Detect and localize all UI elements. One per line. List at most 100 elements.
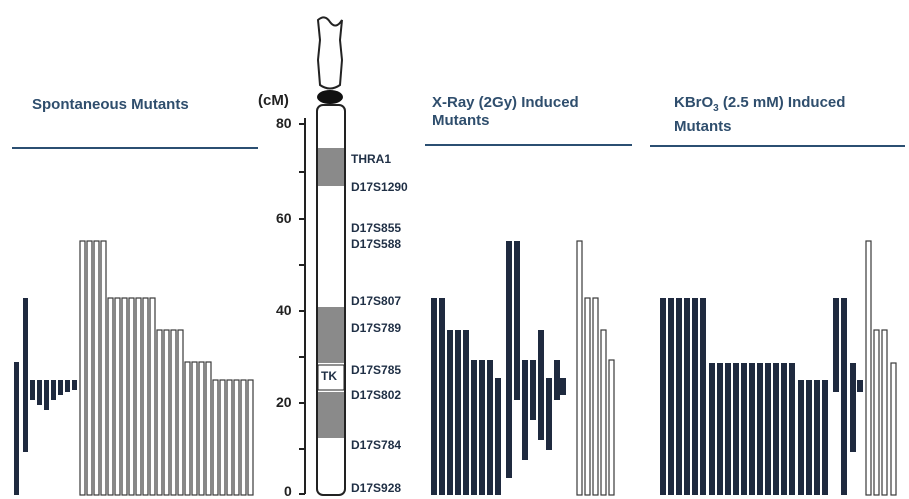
spontaneous-dark-bar — [72, 380, 77, 390]
spontaneous-dark-bar — [51, 380, 56, 400]
kbro3-dark-bar — [857, 380, 863, 392]
kbro3-dark-bar — [700, 298, 706, 495]
kbro3-dark-bar — [773, 363, 779, 495]
kbro3-title-line1: KBrO3 (2.5 mM) Induced — [674, 94, 845, 118]
xray-dark-bar — [506, 241, 512, 478]
xray-dark-bar — [560, 378, 566, 395]
spontaneous-outline-bar — [121, 297, 128, 496]
xray-outline-bar — [600, 329, 607, 496]
xray-outline-bar — [584, 297, 591, 496]
spontaneous-outline-bar — [247, 379, 254, 496]
spontaneous-outline-bar — [163, 329, 170, 496]
kbro3-dark-bar — [676, 298, 682, 495]
kbro3-dark-bar — [749, 363, 755, 495]
kbro3-dark-bar — [814, 380, 820, 495]
marker-d17s785: D17S785 — [351, 363, 402, 377]
marker-thra1: THRA1 — [351, 152, 392, 166]
kbro3-dark-bar — [660, 298, 666, 495]
kbro3-outline-bar — [890, 362, 897, 496]
spontaneous-outline-bar — [142, 297, 149, 496]
band-thra1 — [318, 148, 344, 186]
xray-outline-bar — [608, 359, 615, 496]
kbro3-dark-bar — [781, 363, 787, 495]
kbro3-dark-bar — [668, 298, 674, 495]
kbro3-dark-bar — [725, 363, 731, 495]
mutant-bars — [14, 240, 897, 496]
marker-d17s784: D17S784 — [351, 438, 402, 452]
spontaneous-outline-bar — [135, 297, 142, 496]
spontaneous-dark-bar — [14, 362, 19, 495]
xray-title-line2: Mutants — [432, 112, 490, 129]
xray-outline-bar — [592, 297, 599, 496]
marker-d17s789: D17S789 — [351, 321, 402, 335]
xray-outline-bar — [576, 240, 583, 496]
xray-title-line1: X-Ray (2Gy) Induced — [432, 94, 579, 111]
spontaneous-dark-bar — [65, 380, 70, 392]
kbro3-outline-bar — [865, 240, 872, 496]
kbro3-dark-bar — [798, 380, 804, 495]
marker-d17s807: D17S807 — [351, 294, 402, 308]
kbro3-dark-bar — [757, 363, 763, 495]
xray-dark-bar — [439, 298, 445, 495]
kbro3-outline-bar — [873, 329, 880, 496]
xray-dark-bar — [514, 241, 520, 400]
xray-dark-bar — [487, 360, 493, 495]
xray-dark-bar — [495, 378, 501, 495]
kbro3-dark-bar — [684, 298, 690, 495]
kbro3-title-line2: Mutants — [674, 118, 732, 135]
marker-d17s588: D17S588 — [351, 237, 402, 251]
kbro3-dark-bar — [765, 363, 771, 495]
axis-unit: (cM) — [258, 92, 289, 109]
spontaneous-dark-bar — [30, 380, 35, 400]
xray-dark-bar — [538, 330, 544, 440]
kbro3-outline-bar — [881, 329, 888, 496]
spontaneous-dark-bar — [44, 380, 49, 410]
tick-20: 20 — [276, 394, 292, 410]
spontaneous-outline-bar — [107, 297, 114, 496]
xray-dark-bar — [479, 360, 485, 495]
band-d17s802 — [318, 392, 344, 438]
spontaneous-outline-bar — [114, 297, 121, 496]
xray-dark-bar — [431, 298, 437, 495]
tick-60: 60 — [276, 210, 292, 226]
spontaneous-outline-bar — [177, 329, 184, 496]
spontaneous-outline-bar — [226, 379, 233, 496]
kbro3-dark-bar — [806, 380, 812, 495]
spontaneous-outline-bar — [128, 297, 135, 496]
chromosome-p-arm — [316, 16, 344, 90]
kbro3-dark-bar — [717, 363, 723, 495]
kbro3-dark-bar — [841, 298, 847, 495]
xray-dark-bar — [455, 330, 461, 495]
spontaneous-outline-bar — [240, 379, 247, 496]
marker-d17s1290: D17S1290 — [351, 180, 408, 194]
tk-box — [317, 364, 345, 391]
spontaneous-dark-bar — [23, 298, 28, 452]
xray-dark-bar — [447, 330, 453, 495]
xray-dark-bar — [546, 378, 552, 450]
spontaneous-title: Spontaneous Mutants — [32, 96, 189, 113]
spontaneous-outline-bar — [149, 297, 156, 496]
spontaneous-outline-bar — [86, 240, 93, 496]
band-d17s789 — [318, 307, 344, 363]
spontaneous-outline-bar — [191, 361, 198, 496]
spontaneous-dark-bar — [37, 380, 42, 405]
xray-title: X-Ray (2Gy) Induced Mutants — [432, 94, 579, 130]
kbro3-title-pre: KBrO — [674, 94, 714, 111]
tick-40: 40 — [276, 302, 292, 318]
xray-dark-bar — [471, 360, 477, 495]
marker-d17s928: D17S928 — [351, 481, 402, 495]
spontaneous-outline-bar — [156, 329, 163, 496]
tick-0: 0 — [284, 483, 292, 499]
centromere — [317, 90, 343, 104]
kbro3-dark-bar — [789, 363, 795, 495]
spontaneous-outline-bar — [93, 240, 100, 496]
kbro3-dark-bar — [850, 363, 856, 452]
spontaneous-outline-bar — [198, 361, 205, 496]
spontaneous-outline-bar — [100, 240, 107, 496]
kbro3-dark-bar — [741, 363, 747, 495]
marker-d17s802: D17S802 — [351, 388, 402, 402]
kbro3-title-sub: 3 — [713, 103, 719, 114]
kbro3-dark-bar — [733, 363, 739, 495]
marker-d17s855: D17S855 — [351, 221, 402, 235]
spontaneous-outline-bar — [233, 379, 240, 496]
